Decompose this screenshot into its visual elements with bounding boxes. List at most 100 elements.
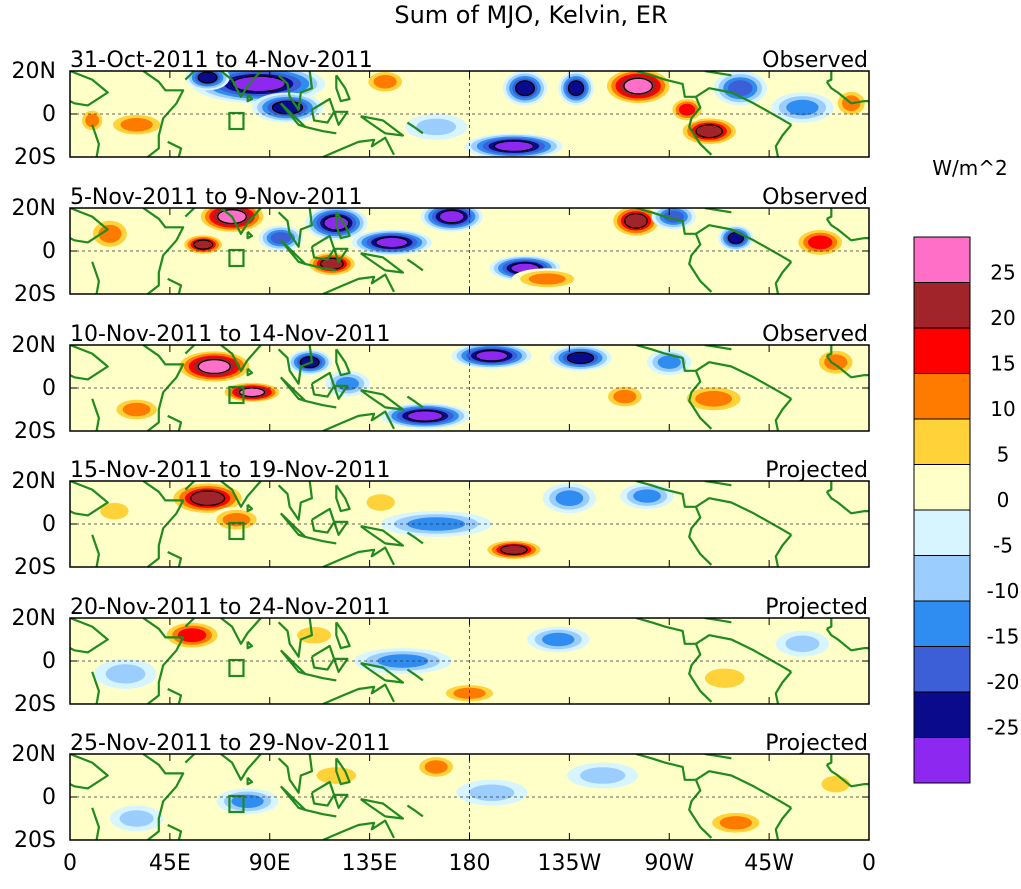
anomaly-blob [160,620,224,651]
contour-level [566,351,595,364]
coastline [70,345,109,381]
anomaly-blob [793,227,847,258]
coastline [220,754,262,781]
anomaly-blob [542,483,597,514]
contour-level [453,687,486,699]
panel-status: Observed [762,185,868,210]
coastline [305,399,337,409]
coastline [91,124,100,157]
coastline [826,345,833,357]
contour-level [366,494,395,511]
anomaly-blob [438,682,501,704]
y-tick-label: 0 [42,649,56,674]
colorbar-swatch [913,600,971,647]
coastline [695,361,792,400]
y-tick-label: 20S [14,419,56,444]
coastline [246,776,254,786]
anomaly-blob [94,658,157,689]
coastline [322,410,395,431]
coastline [635,754,696,781]
coastline [246,230,254,240]
coastline [360,115,404,137]
contour-level [468,784,515,801]
anomaly-blob [451,345,532,369]
colorbar-unit: W/m^2 [932,156,1007,180]
panel-status: Observed [762,322,868,347]
coastline [305,125,337,135]
colorbar-swatch [913,236,971,283]
coastline [333,384,349,400]
anomaly-blob [775,630,830,657]
coastline [360,662,404,684]
contour-level [807,235,833,250]
anomaly-blob [678,383,750,414]
coastline [406,395,424,409]
colorbar-label: 10 [990,397,1015,421]
coastline [310,644,336,671]
coastline [825,764,869,788]
coastline [322,546,395,567]
x-tick-label: 180 [449,851,491,876]
coastline [246,640,254,650]
anomaly-field [109,345,858,429]
anomaly-blob [693,663,756,694]
coastline [70,754,109,790]
coastline [695,634,792,673]
colorbar-swatch [913,737,971,784]
y-tick-label: 20N [12,59,56,84]
coastline [167,551,183,567]
contour-level [528,273,566,285]
y-tick-label: 20S [14,282,56,307]
anomaly-blob [558,71,594,106]
coastline [774,671,793,704]
coastline [635,481,696,508]
anomaly-blob [718,225,754,252]
y-tick-label: 0 [42,376,56,401]
coastline [310,507,336,534]
panel: 20N 0 20S 25-Nov-2011 to 29-Nov-2011 Project… [12,731,870,853]
anomaly-field [87,208,847,290]
anomaly-blob [502,71,548,106]
coastline [774,807,793,840]
anomaly-blob [527,626,590,653]
coastline [91,398,100,431]
coastline [310,97,336,124]
coastline [277,754,313,794]
coastline [277,208,313,248]
contour-level [105,664,146,684]
x-tick-label: 45W [744,851,794,876]
anomaly-blob [602,383,648,410]
panel-period: 5-Nov-2011 to 9-Nov-2011 [70,185,363,210]
colorbar-swatch [913,327,971,374]
contour-level [704,668,745,688]
anomaly-blob [704,809,767,836]
coastline [825,355,869,379]
coastline [167,824,183,840]
contour-level [424,760,448,774]
coastline [305,262,337,272]
coastline [91,261,100,294]
contour-level [514,80,535,97]
panel: 20N 0 20S 5-Nov-2011 to 9-Nov-2011 Observed [12,185,870,307]
coastline [688,643,713,703]
chart-title: Sum of MJO, Kelvin, ER [394,1,667,29]
contour-level [122,402,151,417]
contour-level [500,544,528,555]
panel-period: 20-Nov-2011 to 24-Nov-2011 [70,595,390,620]
colorbar-swatch [913,555,971,602]
coastline [688,779,713,839]
x-tick-label: 135E [342,851,398,876]
coastline [335,757,351,786]
y-tick-label: 20S [14,692,56,717]
coastline [220,71,262,98]
coastlines [70,481,869,567]
coastline [635,71,696,98]
contour-level [231,794,264,809]
coastline [246,93,254,103]
contour-level [373,75,397,89]
coastline [406,668,424,682]
contour-level [120,118,153,132]
region-box [228,521,245,541]
contour-level [98,224,122,243]
